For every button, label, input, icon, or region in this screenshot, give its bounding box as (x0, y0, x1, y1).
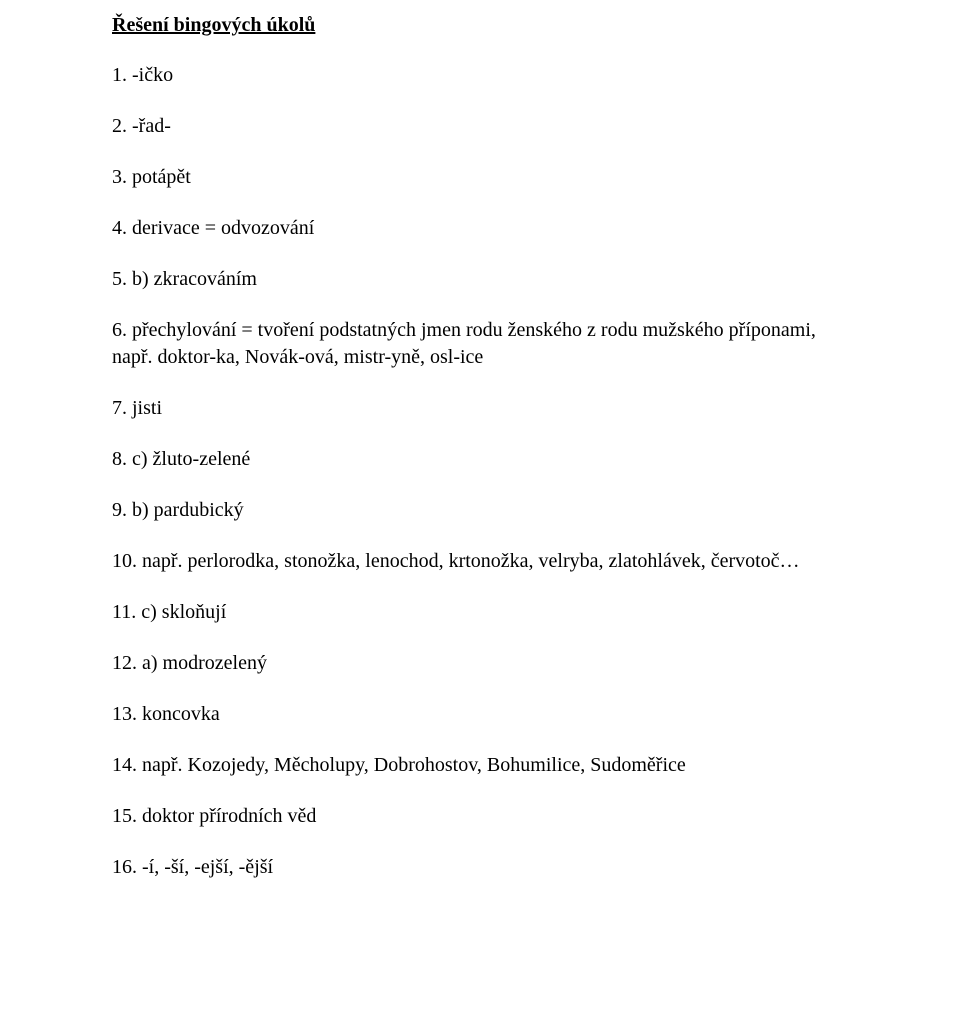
list-item: 14. např. Kozojedy, Měcholupy, Dobrohost… (112, 752, 686, 779)
list-item: 9. b) pardubický (112, 497, 244, 524)
list-item: 11. c) skloňují (112, 599, 226, 626)
list-item: 10. např. perlorodka, stonožka, lenochod… (112, 548, 800, 575)
page-title: Řešení bingových úkolů (112, 12, 848, 38)
list-item: 8. c) žluto-zelené (112, 446, 250, 473)
list-item: 12. a) modrozelený (112, 650, 267, 677)
list-item: 1. -ičko (112, 62, 173, 89)
list-item: 3. potápět (112, 164, 191, 191)
list-item: 2. -řad- (112, 113, 171, 140)
list-item: 16. -í, -ší, -ejší, -ější (112, 854, 273, 881)
list-item: 6. přechylování = tvoření podstatných jm… (112, 317, 848, 371)
list-item: 15. doktor přírodních věd (112, 803, 316, 830)
document-page: Řešení bingových úkolů 1. -ičko 2. -řad-… (0, 0, 960, 881)
list-item: 4. derivace = odvozování (112, 215, 314, 242)
list-item: 7. jisti (112, 395, 162, 422)
list-item: 13. koncovka (112, 701, 220, 728)
list-item: 5. b) zkracováním (112, 266, 257, 293)
